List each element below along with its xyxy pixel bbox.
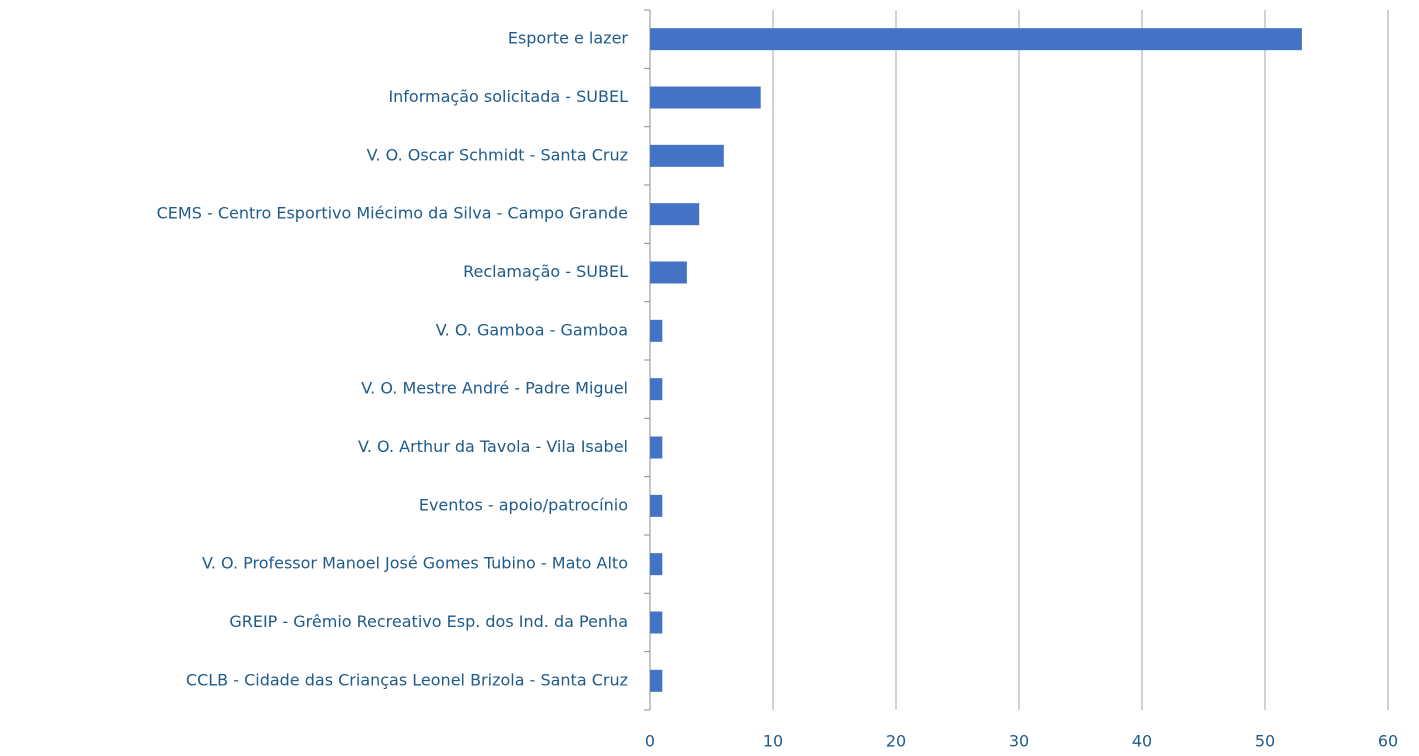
- y-tick-label: V. O. Gamboa - Gamboa: [436, 320, 628, 339]
- bar: [650, 436, 663, 459]
- y-tick-label: V. O. Professor Manoel José Gomes Tubino…: [202, 554, 628, 573]
- y-tick-label: Reclamação - SUBEL: [463, 262, 628, 281]
- y-tick-label: CEMS - Centro Esportivo Miécimo da Silva…: [157, 204, 628, 223]
- x-tick-label: 10: [763, 732, 783, 751]
- bar: [650, 611, 663, 634]
- y-tick-label: V. O. Mestre André - Padre Miguel: [361, 379, 628, 398]
- bar: [650, 669, 663, 692]
- bar: [650, 28, 1302, 51]
- y-tick-label: Esporte e lazer: [508, 29, 629, 48]
- x-tick-label: 50: [1255, 732, 1275, 751]
- y-tick-label: Eventos - apoio/patrocínio: [419, 495, 628, 514]
- x-tick-label: 20: [886, 732, 906, 751]
- x-tick-label: 0: [645, 732, 655, 751]
- x-tick-label: 40: [1132, 732, 1152, 751]
- bar: [650, 319, 663, 342]
- y-tick-label: V. O. Oscar Schmidt - Santa Cruz: [367, 145, 628, 164]
- bar: [650, 86, 761, 109]
- bar: [650, 203, 700, 226]
- y-tick-label: CCLB - Cidade das Crianças Leonel Brizol…: [186, 670, 628, 689]
- x-tick-label: 60: [1378, 732, 1398, 751]
- y-tick-label: Informação solicitada - SUBEL: [388, 87, 628, 106]
- x-tick-label: 30: [1009, 732, 1029, 751]
- y-tick-label: V. O. Arthur da Tavola - Vila Isabel: [358, 437, 628, 456]
- bar: [650, 261, 687, 284]
- y-tick-label: GREIP - Grêmio Recreativo Esp. dos Ind. …: [229, 612, 628, 631]
- bar: [650, 378, 663, 401]
- bar: [650, 144, 724, 167]
- bar: [650, 494, 663, 517]
- bar: [650, 553, 663, 576]
